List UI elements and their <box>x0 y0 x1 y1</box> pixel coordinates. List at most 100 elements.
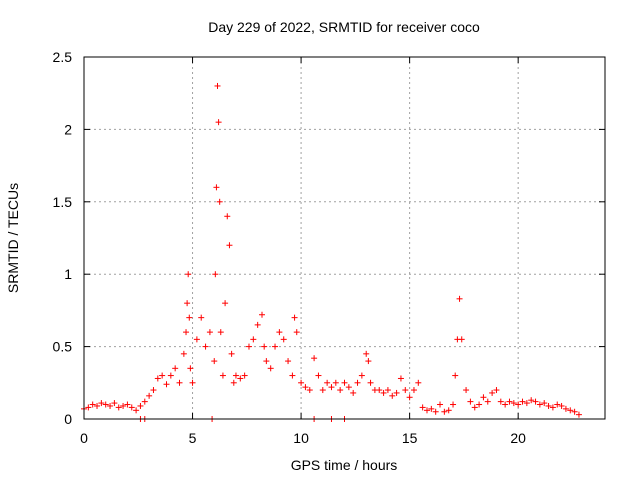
data-point <box>184 300 191 307</box>
data-point <box>571 408 578 415</box>
y-axis-label: SRMTID / TECUs <box>5 183 21 293</box>
data-point <box>289 372 296 379</box>
data-point <box>562 405 569 412</box>
data-point <box>211 358 218 365</box>
data-point <box>467 398 474 405</box>
data-point <box>554 401 561 408</box>
data-point <box>187 365 194 372</box>
x-tick-label: 5 <box>189 430 197 446</box>
data-point <box>354 379 361 386</box>
data-point <box>202 343 209 350</box>
data-point <box>215 119 222 126</box>
data-point <box>506 398 513 405</box>
data-point <box>98 400 105 407</box>
data-point <box>241 372 248 379</box>
data-point <box>493 387 500 394</box>
data-point <box>263 358 270 365</box>
y-tick-label: 2.5 <box>53 49 73 65</box>
data-point <box>528 397 535 404</box>
data-point <box>298 379 305 386</box>
data-point <box>471 404 478 411</box>
data-point <box>489 389 496 396</box>
data-point <box>519 398 526 405</box>
data-point <box>410 387 417 394</box>
data-point <box>291 314 298 321</box>
data-point <box>510 400 517 407</box>
data-point <box>185 271 192 278</box>
y-tick-label: 0 <box>64 411 72 427</box>
data-point <box>216 198 223 205</box>
data-point <box>206 329 213 336</box>
data-point <box>415 379 422 386</box>
data-point <box>437 401 444 408</box>
data-point <box>94 402 101 409</box>
data-point <box>272 343 279 350</box>
data-point <box>254 321 261 328</box>
data-point <box>484 398 491 405</box>
data-point <box>293 329 300 336</box>
data-point <box>397 375 404 382</box>
data-point <box>167 372 174 379</box>
data-point <box>159 372 166 379</box>
data-point <box>380 389 387 396</box>
data-point <box>545 402 552 409</box>
data-point <box>146 392 153 399</box>
data-point <box>120 402 127 409</box>
data-point <box>226 242 233 249</box>
x-tick-label: 20 <box>510 430 526 446</box>
data-point <box>423 407 430 414</box>
data-point <box>85 404 92 411</box>
data-point <box>137 402 144 409</box>
data-point <box>306 387 313 394</box>
data-point <box>280 336 287 343</box>
data-point <box>337 387 344 394</box>
data-point <box>497 398 504 405</box>
y-tick-label: 1 <box>64 266 72 282</box>
data-point <box>419 404 426 411</box>
data-point <box>102 401 109 408</box>
data-point <box>441 408 448 415</box>
data-point <box>332 379 339 386</box>
data-point <box>549 404 556 411</box>
data-point <box>452 372 459 379</box>
data-point <box>217 329 224 336</box>
data-point <box>111 400 118 407</box>
data-point <box>458 336 465 343</box>
data-point <box>515 401 522 408</box>
data-point <box>180 350 187 357</box>
data-point <box>212 271 219 278</box>
y-tick-label: 1.5 <box>53 194 73 210</box>
data-point <box>328 384 335 391</box>
plot-border <box>83 56 606 420</box>
data-point <box>376 387 383 394</box>
data-point <box>456 295 463 302</box>
data-point <box>402 387 409 394</box>
data-point <box>532 398 539 405</box>
data-point <box>302 384 309 391</box>
data-point <box>133 407 140 414</box>
axis-ticks: 0 5 10 15 20 0 0.5 1 1.5 2 2.5 <box>53 49 605 446</box>
data-point <box>189 379 196 386</box>
data-point <box>224 213 231 220</box>
x-tick-label: 10 <box>293 430 309 446</box>
data-point <box>428 405 435 412</box>
data-point <box>267 365 274 372</box>
data-point <box>480 394 487 401</box>
data-point <box>319 387 326 394</box>
data-point <box>432 408 439 415</box>
data-point <box>350 389 357 396</box>
data-point <box>222 300 229 307</box>
data-point <box>163 381 170 388</box>
data-point <box>523 400 530 407</box>
data-point <box>575 411 582 418</box>
data-point <box>541 400 548 407</box>
data-point <box>315 372 322 379</box>
data-point <box>502 401 509 408</box>
data-point <box>285 358 292 365</box>
data-points <box>81 82 582 422</box>
data-point <box>141 398 148 405</box>
data-point <box>367 379 374 386</box>
data-point <box>172 365 179 372</box>
data-point <box>476 401 483 408</box>
data-point <box>193 336 200 343</box>
